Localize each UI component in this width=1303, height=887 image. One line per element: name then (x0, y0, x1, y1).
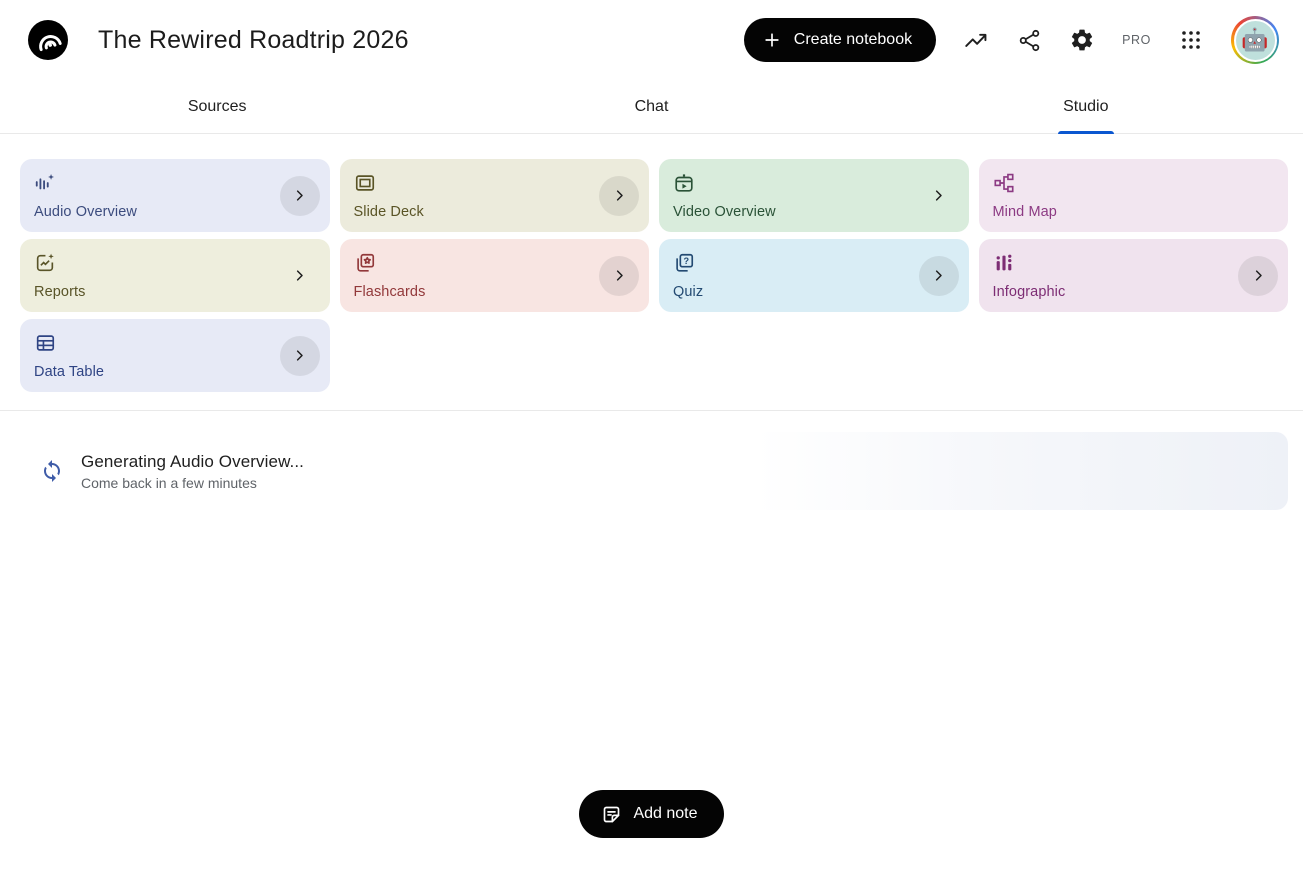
studio-card-flashcards[interactable]: Flashcards (339, 239, 649, 312)
note-icon (601, 804, 622, 825)
studio-card-quiz[interactable]: ? Quiz (659, 239, 969, 312)
create-notebook-button[interactable]: Create notebook (743, 18, 937, 62)
chevron-right-icon[interactable] (280, 256, 320, 296)
slide-deck-icon (354, 172, 376, 194)
tab-chat[interactable]: Chat (634, 97, 669, 115)
data-table-icon (34, 332, 56, 354)
studio-card-reports[interactable]: Reports (20, 239, 330, 312)
studio-card-label: Slide Deck (353, 204, 424, 220)
video-frame-icon (673, 172, 695, 194)
svg-text:?: ? (683, 256, 689, 266)
section-divider (0, 410, 1303, 411)
generating-title: Generating Audio Overview... (81, 451, 304, 471)
sync-arrows-icon (40, 459, 64, 483)
studio-card-label: Quiz (673, 284, 704, 300)
studio-card-video-overview[interactable]: Video Overview (659, 159, 969, 232)
chevron-right-icon[interactable] (279, 335, 320, 376)
account-avatar[interactable]: 🤖 (1231, 16, 1279, 64)
quiz-cards-icon: ? (673, 252, 695, 274)
tab-sources[interactable]: Sources (187, 97, 247, 115)
chevron-right-icon[interactable] (599, 255, 639, 296)
notebook-title[interactable]: The Rewired Roadtrip 2026 (98, 25, 409, 54)
plus-icon (762, 30, 782, 50)
studio-card-grid: Audio Overview Slide Deck Video Overview Mi… (20, 159, 1288, 392)
loading-skeleton (755, 432, 1288, 510)
apps-grid-icon[interactable] (1178, 27, 1204, 53)
studio-card-mind-map[interactable]: Mind Map (978, 159, 1288, 232)
generating-subtitle: Come back in a few minutes (81, 474, 257, 491)
chevron-right-icon[interactable] (918, 255, 959, 296)
settings-gear-icon[interactable] (1069, 27, 1095, 53)
active-tab-underline (1057, 131, 1114, 134)
share-icon[interactable] (1016, 27, 1042, 53)
panel-tabs: Sources Chat Studio (0, 80, 1303, 134)
app-header: The Rewired Roadtrip 2026 Create noteboo… (0, 0, 1303, 80)
chevron-right-icon[interactable] (919, 176, 959, 216)
tab-studio[interactable]: Studio (869, 80, 1303, 134)
bar-chart-dots-icon (993, 252, 1015, 274)
flashcards-star-icon (354, 252, 376, 274)
studio-card-audio-overview[interactable]: Audio Overview (20, 159, 330, 232)
chevron-right-icon[interactable] (279, 175, 320, 216)
studio-card-label: Infographic (992, 284, 1066, 300)
studio-card-label: Audio Overview (34, 204, 137, 220)
studio-card-data-table[interactable]: Data Table (20, 319, 330, 392)
add-note-button[interactable]: Add note (579, 790, 724, 838)
mind-map-icon (993, 172, 1015, 194)
studio-card-label: Mind Map (992, 204, 1057, 220)
audio-waveform-sparkle-icon (34, 172, 56, 194)
chevron-right-icon[interactable] (599, 175, 639, 216)
studio-card-label: Reports (34, 284, 86, 300)
studio-card-label: Data Table (34, 364, 105, 380)
studio-card-label: Flashcards (353, 284, 426, 300)
chevron-right-icon[interactable] (1238, 255, 1278, 296)
notebooklm-logo[interactable] (28, 20, 68, 60)
trending-up-icon[interactable] (963, 27, 989, 53)
studio-card-slide-deck[interactable]: Slide Deck (339, 159, 649, 232)
generating-status-row: Generating Audio Overview... Come back i… (40, 432, 1288, 510)
pro-badge: PRO (1122, 33, 1151, 47)
avatar-robot-image: 🤖 (1233, 18, 1277, 62)
report-sparkle-icon (34, 252, 56, 274)
studio-card-infographic[interactable]: Infographic (978, 239, 1288, 312)
studio-card-label: Video Overview (673, 204, 776, 220)
